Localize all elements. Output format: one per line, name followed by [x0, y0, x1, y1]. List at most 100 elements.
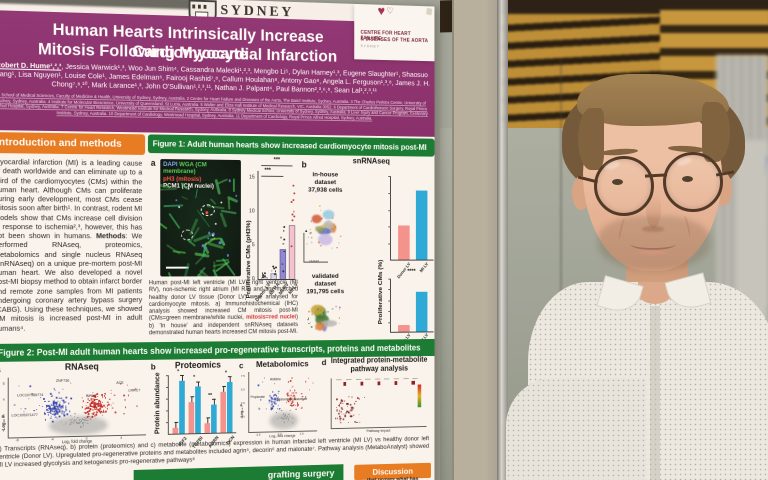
axis-tick [388, 226, 391, 228]
scatter-dot [344, 400, 346, 402]
scatter-dot [271, 403, 273, 406]
presenter-nose-shadow [642, 226, 664, 232]
error-whisker-cap [227, 376, 232, 377]
umap-dot [331, 247, 333, 249]
scatter-dot [61, 412, 63, 415]
scatter-dot [105, 410, 107, 413]
scatter-dot [124, 399, 126, 401]
gene-label: Malonate [277, 397, 290, 402]
scatter-dot [55, 411, 57, 413]
data-dot [291, 219, 294, 222]
scatter-dot [109, 398, 111, 400]
scatter-dot [106, 407, 109, 410]
umap-plot [302, 302, 347, 339]
scatter-dot [355, 400, 358, 402]
error-whisker-cap [189, 396, 194, 398]
ihc-chart-y-ticks: 15 10 5 0 [245, 171, 257, 282]
axis-tick [388, 209, 391, 211]
scatter-dot [136, 405, 138, 407]
intro-section-header: Introduction and methods [0, 132, 146, 155]
scatter-dot [363, 396, 366, 398]
umap-dot [319, 309, 321, 312]
scatter-dot [28, 397, 30, 400]
error-whisker [213, 399, 215, 405]
centre-logo-sub: SYDNEY [360, 44, 380, 49]
annotation-mark [412, 377, 418, 379]
scatter-dot [339, 421, 342, 424]
gene-label: Propionate [250, 394, 265, 399]
data-dot [283, 226, 286, 229]
scatter-dot [99, 407, 101, 410]
annotation-mark [336, 379, 342, 381]
umap-dot [319, 205, 321, 207]
scatter-dot [55, 402, 58, 405]
umap-dot [335, 305, 337, 308]
scatter-dot [277, 404, 279, 407]
scatter-dot [50, 417, 52, 419]
gene-label: Acetoacetate [290, 397, 308, 402]
axis-tick-label: 5 [251, 242, 255, 249]
dataset-label: validated dataset 191,795 cells [302, 273, 349, 296]
scatter-dot [69, 382, 72, 384]
scatter-dot [85, 405, 87, 407]
scatter-dot [62, 388, 64, 390]
umap-dot [334, 226, 337, 228]
presenter-chest [638, 282, 672, 304]
error-whisker-cap [196, 381, 200, 383]
scatter-dot [285, 418, 287, 420]
axis-tick [388, 243, 391, 245]
scatter-dot [339, 419, 342, 422]
scatter-dot [36, 408, 38, 411]
scatter-dot [63, 414, 65, 417]
cardiomyocyte-strand [220, 210, 237, 215]
nucleus-dot [226, 254, 229, 257]
data-dot [282, 242, 285, 245]
scatter-dot [74, 413, 76, 415]
scatter-dot [257, 384, 260, 387]
bar [226, 381, 233, 433]
figure2-panel-a-label: a [0, 364, 1, 374]
intro-body-text: Myocardial infarction (MI) is a leading … [0, 157, 142, 341]
intro-p1: Myocardial infarction (MI) is a leading … [0, 157, 143, 241]
umap-dot [310, 220, 312, 222]
scatter-dot [101, 395, 103, 397]
cm-nucleus-dot [215, 223, 217, 226]
scatter-dot [69, 414, 72, 417]
axis-tick [388, 192, 391, 194]
scatter-dot [107, 401, 109, 403]
error-whisker [229, 376, 231, 382]
scatter-dot [258, 408, 261, 410]
scatter-dot [82, 423, 84, 425]
scatter-dot [123, 412, 125, 415]
scatter-dot [104, 397, 107, 399]
pathway-node [394, 381, 398, 385]
scatter-dot [341, 413, 343, 415]
scatter-dot [80, 426, 82, 428]
centre-logo: ♥ ♡ CENTRE FOR HEART FAILURE & DISEASES … [354, 3, 435, 62]
scatter-dot [275, 394, 277, 397]
data-dot [293, 215, 296, 218]
scatter-dot [90, 404, 92, 406]
bar [194, 386, 201, 434]
scatter-dot [349, 403, 352, 406]
micrograph-stain-labels: DAPI WGA (CM membrane) pH3 (mitosis) PCM… [163, 161, 238, 191]
scatter-dot [88, 410, 91, 412]
axis-tick [165, 375, 169, 376]
ihc-bar-chart [257, 170, 296, 281]
bar [415, 190, 428, 260]
scatter-dot [305, 380, 307, 383]
scatter-dot [99, 400, 102, 403]
scatter-dot [307, 377, 309, 380]
scatter-dot [44, 413, 46, 415]
scatter-dot [123, 394, 125, 397]
scatter-dot [87, 419, 89, 421]
umap-dot [338, 242, 340, 244]
scatter-dot [294, 389, 296, 392]
data-dot [290, 245, 293, 247]
scatter-dot [290, 404, 292, 406]
nucleus-dot [201, 244, 205, 247]
umap-plot: ▲ UMAP1 UMAP2 [302, 200, 347, 265]
scatter-dot [346, 405, 348, 407]
scatter-dot [64, 410, 67, 412]
scatter-dot [54, 389, 57, 392]
